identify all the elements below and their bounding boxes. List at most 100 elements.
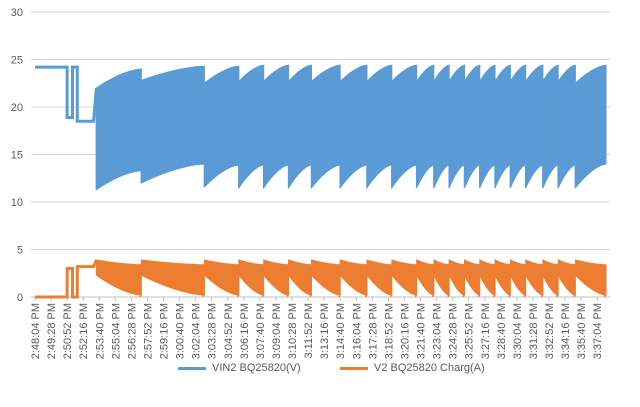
series-v2-cycle <box>311 259 341 296</box>
legend-label-vin2: VIN2 BQ25820(V) <box>212 362 301 374</box>
series-v2-cycle <box>574 259 607 296</box>
series-vin2-cycle <box>525 64 544 188</box>
legend-item-v2: V2 BQ25820 Charg(A) <box>340 358 485 378</box>
x-tick-label: 3:10:28 PM <box>287 303 299 359</box>
series-v2-initial-line <box>35 259 98 299</box>
y-tick-label: 10 <box>11 197 23 209</box>
x-tick-label: 3:07:40 PM <box>255 303 267 359</box>
y-tick-label: 20 <box>11 102 23 114</box>
x-tick-label: 3:35:40 PM <box>576 303 588 359</box>
series-vin2-cycle <box>557 64 576 188</box>
series-vin2-cycle <box>509 64 527 188</box>
y-tick-label: 15 <box>11 150 23 162</box>
x-tick-label: 3:13:16 PM <box>319 303 331 359</box>
x-tick-label: 2:56:28 PM <box>126 303 138 359</box>
series-v2-cycle <box>494 259 511 296</box>
series-v2-cycle <box>416 259 435 296</box>
series-v2-cycle <box>509 259 527 296</box>
series-vin2-cycle <box>288 64 313 190</box>
x-tick-label: 3:00:40 PM <box>175 303 187 359</box>
series-vin2-cycle <box>463 64 481 188</box>
x-tick-label: 2:53:40 PM <box>94 303 106 359</box>
series-vin2-initial-line <box>35 65 98 123</box>
x-tick-label: 3:31:28 PM <box>528 303 540 359</box>
series-v2-cycle <box>238 259 265 296</box>
series-vin2-cycle <box>366 64 393 190</box>
series-v2-cycle <box>557 259 576 296</box>
x-tick-label: 3:37:04 PM <box>592 303 604 359</box>
y-tick-label: 30 <box>11 7 23 19</box>
series-vin2-cycle <box>339 64 368 190</box>
series-layer <box>35 64 607 299</box>
x-axis: 2:48:04 PM 2:49:28 PM 2:50:52 PM 2:52:16 PM… <box>30 297 604 359</box>
series-vin2-cycle <box>574 64 607 190</box>
y-tick-label: 5 <box>17 245 23 257</box>
legend-swatch-vin2 <box>178 366 206 370</box>
series-v2-cycle <box>203 259 240 296</box>
x-tick-label: 3:30:04 PM <box>512 303 524 359</box>
x-tick-label: 3:23:04 PM <box>432 303 444 359</box>
series-vin2-cycle <box>140 65 205 184</box>
series-vin2-cycle <box>416 64 435 188</box>
y-axis: 0 5 10 15 20 25 30 <box>11 7 23 304</box>
series-vin2-cycle <box>311 64 341 190</box>
series-v2-cycle <box>433 259 450 296</box>
series-v2-cycle <box>525 259 544 296</box>
x-tick-label: 2:50:52 PM <box>62 303 74 359</box>
x-tick-label: 2:49:28 PM <box>46 303 58 359</box>
series-vin2-cycle <box>95 68 142 191</box>
legend-label-v2: V2 BQ25820 Charg(A) <box>374 362 485 374</box>
x-tick-label: 3:11:52 PM <box>303 303 315 358</box>
series-v2-cycle <box>542 259 559 296</box>
legend-item-vin2: VIN2 BQ25820(V) <box>178 358 301 378</box>
x-tick-label: 3:25:52 PM <box>464 303 476 359</box>
series-v2-cycle <box>140 259 205 296</box>
series-vin2-cycle <box>479 64 496 188</box>
series-v2-cycle <box>263 259 290 296</box>
series-vin2-cycle <box>263 64 290 190</box>
x-tick-label: 3:03:28 PM <box>207 303 219 359</box>
x-tick-label: 3:18:52 PM <box>383 303 395 359</box>
x-tick-label: 3:04:52 PM <box>223 303 235 359</box>
x-tick-label: 2:55:04 PM <box>110 303 122 359</box>
x-tick-label: 3:27:16 PM <box>480 303 492 359</box>
series-v2-cycle <box>339 259 368 296</box>
x-tick-label: 3:34:16 PM <box>560 303 572 359</box>
series-vin2-cycle <box>203 65 240 188</box>
series-v2-cycle <box>366 259 393 296</box>
x-tick-label: 3:20:16 PM <box>399 303 411 359</box>
x-tick-label: 3:16:04 PM <box>351 303 363 359</box>
series-v2-cycle <box>448 259 465 296</box>
x-tick-label: 3:24:28 PM <box>448 303 460 359</box>
x-tick-label: 3:32:52 PM <box>544 303 556 359</box>
x-tick-label: 3:02:04 PM <box>191 303 203 359</box>
x-tick-label: 3:14:40 PM <box>335 303 347 359</box>
series-v2-cycle <box>288 259 313 296</box>
x-tick-label: 3:21:40 PM <box>416 303 428 359</box>
series-v2-cycle <box>463 259 481 296</box>
series-vin2-cycle <box>494 64 511 188</box>
x-tick-label: 3:17:28 PM <box>367 303 379 359</box>
legend: VIN2 BQ25820(V) V2 BQ25820 Charg(A) <box>0 358 640 378</box>
y-tick-label: 25 <box>11 55 23 67</box>
series-v2-cycle <box>95 259 142 296</box>
series-vin2-cycle <box>448 64 465 188</box>
series-v2-cycle <box>391 259 418 296</box>
legend-swatch-v2 <box>340 366 368 370</box>
x-tick-label: 2:59:16 PM <box>159 303 171 359</box>
x-tick-label: 3:06:16 PM <box>239 303 251 359</box>
series-vin2 <box>35 64 607 191</box>
series-vin2-cycle <box>542 64 559 188</box>
x-tick-label: 3:09:04 PM <box>271 303 283 359</box>
x-tick-label: 3:28:40 PM <box>496 303 508 359</box>
x-tick-label: 2:57:52 PM <box>142 303 154 359</box>
y-tick-label: 0 <box>17 292 23 304</box>
series-v2-cycle <box>479 259 496 296</box>
series-vin2-cycle <box>238 64 265 190</box>
x-tick-label: 2:52:16 PM <box>78 303 90 359</box>
x-tick-label: 2:48:04 PM <box>30 303 42 359</box>
series-vin2-cycle <box>433 64 450 188</box>
series-v2 <box>35 259 607 299</box>
